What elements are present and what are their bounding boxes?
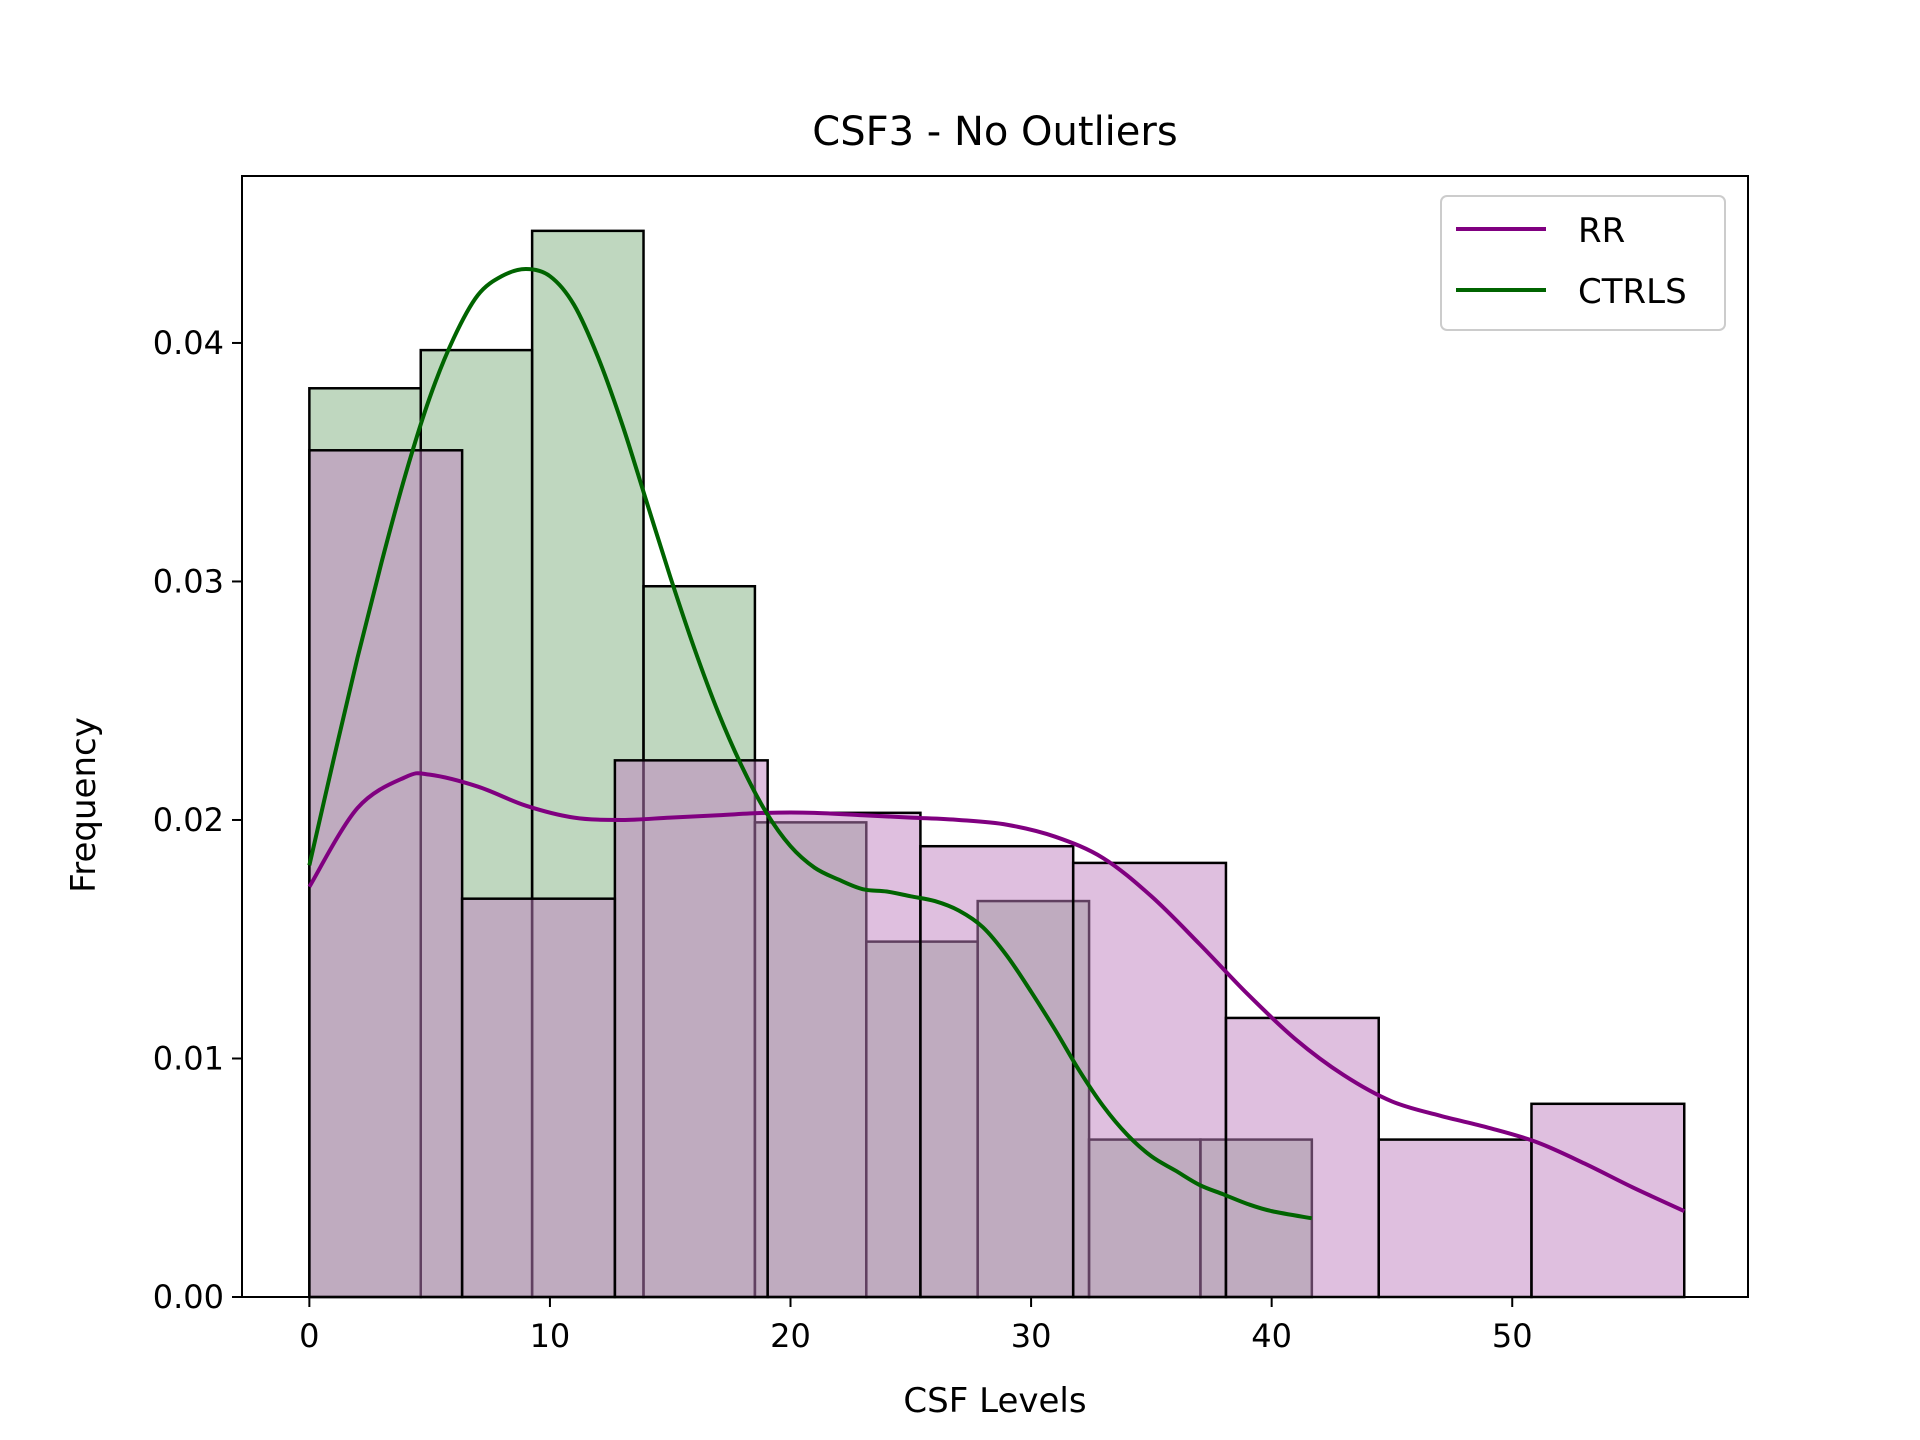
y-axis-label: Frequency — [64, 717, 104, 893]
rr-bar-3 — [766, 811, 922, 1299]
legend-label-rr: RR — [1578, 211, 1625, 251]
ctrls-kde-line — [307, 267, 1313, 1221]
x-tick-label: 0 — [299, 1317, 319, 1355]
rr-bar-1 — [460, 897, 617, 1299]
x-tick-label: 40 — [1251, 1317, 1292, 1355]
x-axis-label: CSF Levels — [903, 1381, 1086, 1421]
rr-bar-0 — [308, 449, 464, 1299]
x-tick-label: 50 — [1492, 1317, 1533, 1355]
x-tick-label: 10 — [530, 1317, 571, 1355]
legend: RR CTRLS — [1440, 195, 1726, 331]
chart-title: CSF3 - No Outliers — [812, 109, 1177, 155]
rr-bar-6 — [1224, 1016, 1380, 1299]
kde-lines — [307, 267, 1686, 1221]
y-axis-ticks: 0.00 0.01 0.02 0.03 0.04 — [153, 324, 242, 1316]
legend-label-ctrls: CTRLS — [1578, 272, 1687, 312]
rr-histogram-bars — [308, 449, 1686, 1299]
x-tick-label: 20 — [770, 1317, 811, 1355]
y-tick-label: 0.00 — [153, 1278, 224, 1316]
rr-bar-4 — [919, 844, 1075, 1299]
rr-bar-7 — [1377, 1138, 1533, 1299]
plot-area-frame — [241, 175, 1749, 1298]
rr-bar-2 — [613, 759, 769, 1299]
y-tick-label: 0.02 — [153, 801, 224, 839]
y-tick-label: 0.04 — [153, 324, 224, 362]
x-tick-label: 30 — [1011, 1317, 1052, 1355]
x-axis-ticks: 0 10 20 30 40 50 — [299, 1297, 1533, 1355]
rr-kde-line — [307, 771, 1686, 1213]
y-tick-label: 0.03 — [153, 562, 224, 600]
rr-bar-5 — [1071, 861, 1228, 1299]
y-tick-label: 0.01 — [153, 1039, 224, 1077]
